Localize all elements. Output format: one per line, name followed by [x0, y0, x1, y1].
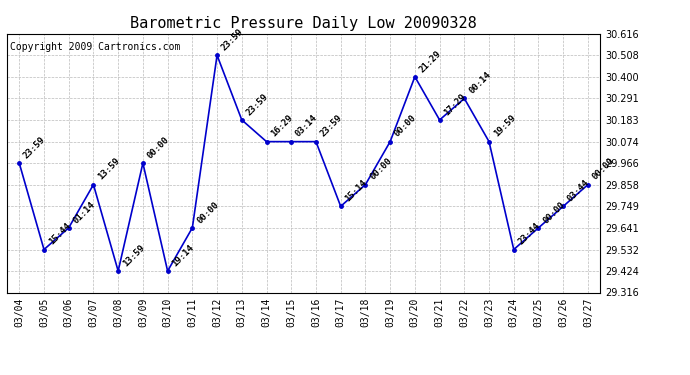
Text: 15:44: 15:44	[47, 221, 72, 247]
Text: 00:00: 00:00	[195, 200, 221, 225]
Text: 00:00: 00:00	[393, 114, 418, 139]
Text: 23:59: 23:59	[244, 92, 270, 117]
Title: Barometric Pressure Daily Low 20090328: Barometric Pressure Daily Low 20090328	[130, 16, 477, 31]
Text: 15:14: 15:14	[344, 178, 369, 204]
Text: 00:00: 00:00	[541, 200, 566, 225]
Text: 13:59: 13:59	[96, 156, 121, 182]
Text: 13:59: 13:59	[121, 243, 146, 268]
Text: 03:44: 03:44	[566, 178, 591, 204]
Text: 00:14: 00:14	[467, 70, 493, 96]
Text: 00:00: 00:00	[591, 156, 616, 182]
Text: 23:44: 23:44	[517, 221, 542, 247]
Text: Copyright 2009 Cartronics.com: Copyright 2009 Cartronics.com	[10, 42, 180, 51]
Text: 00:00: 00:00	[368, 156, 393, 182]
Text: 23:59: 23:59	[319, 114, 344, 139]
Text: 17:29: 17:29	[442, 92, 468, 117]
Text: 01:14: 01:14	[72, 200, 97, 225]
Text: 23:59: 23:59	[22, 135, 48, 160]
Text: 03:14: 03:14	[294, 114, 319, 139]
Text: 16:29: 16:29	[269, 114, 295, 139]
Text: 19:59: 19:59	[492, 114, 518, 139]
Text: 21:29: 21:29	[417, 49, 443, 74]
Text: 19:14: 19:14	[170, 243, 196, 268]
Text: 23:59: 23:59	[220, 27, 245, 52]
Text: 00:00: 00:00	[146, 135, 171, 160]
